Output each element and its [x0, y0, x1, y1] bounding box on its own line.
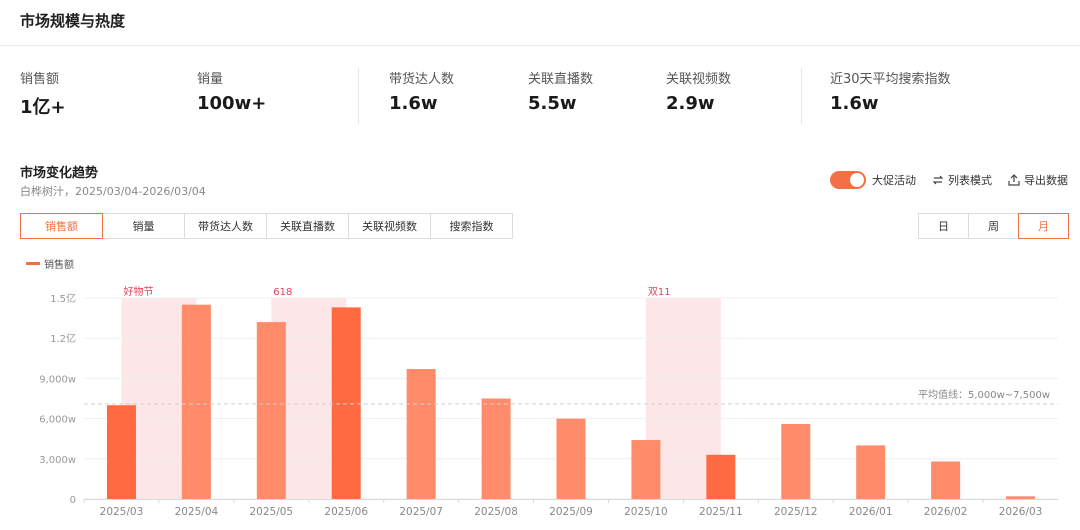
metric-search-index: 近30天平均搜索指数 1.6w: [830, 68, 951, 114]
metric-influencers: 带货达人数 1.6w: [389, 68, 454, 114]
tab-search-index[interactable]: 搜索指数: [430, 213, 513, 239]
bar: [781, 423, 811, 499]
bar: [856, 445, 886, 499]
metric-live-streams: 关联直播数 5.5w: [528, 68, 593, 114]
promo-toggle-label: 大促活动: [872, 174, 916, 187]
x-tick-label: 2026/02: [924, 506, 968, 518]
bar: [106, 405, 136, 499]
x-tick-label: 2025/09: [549, 506, 593, 518]
y-tick-label: 6,000w: [39, 415, 76, 426]
legend-label: 销售额: [44, 260, 74, 271]
promo-band-label: 618: [273, 287, 292, 298]
export-icon: [1008, 174, 1020, 186]
bar: [556, 418, 586, 499]
period-switcher: 日 周 月: [918, 213, 1069, 239]
metric-value: 1.6w: [389, 93, 438, 114]
x-tick-label: 2025/04: [175, 506, 219, 518]
metric-label: 销售额: [20, 72, 60, 87]
promo-band-label: 双11: [648, 286, 671, 298]
x-tick-label: 2025/08: [474, 506, 518, 518]
chart-toolbar: 大促活动 列表模式 导出数据: [830, 170, 1068, 190]
metric-tabs: 销售额 销量 带货达人数 关联直播数 关联视频数 搜索指数: [20, 213, 513, 239]
tab-sales-volume[interactable]: 销量: [102, 213, 185, 239]
trend-title: 市场变化趋势: [20, 166, 99, 181]
promo-toggle[interactable]: [830, 171, 866, 189]
export-button[interactable]: 导出数据: [1008, 172, 1068, 188]
sales-bar-chart: 好物节 618 双11 0 3,000w 6,000w 9,000w 1.2亿 1.5亿平均值线…: [39, 285, 1058, 518]
bar: [481, 398, 511, 499]
list-mode-button[interactable]: 列表模式: [932, 172, 992, 188]
divider: [358, 68, 359, 124]
y-tick-label: 1.2亿: [50, 332, 76, 345]
x-tick-label: 2025/03: [100, 506, 144, 518]
metric-value: 1.6w: [830, 93, 879, 114]
x-tick-label: 2025/12: [774, 506, 818, 518]
header: 市场规模与热度: [0, 0, 1080, 46]
tab-live-streams[interactable]: 关联直播数: [266, 213, 349, 239]
metric-value: 100w+: [197, 93, 267, 114]
metric-value: 5.5w: [528, 93, 577, 114]
y-tick-label: 3,000w: [39, 455, 76, 466]
metric-videos: 关联视频数 2.9w: [666, 68, 731, 114]
metric-value: 2.9w: [666, 93, 715, 114]
bar: [631, 440, 661, 499]
metric-label: 带货达人数: [389, 72, 455, 87]
tab-sales-amount[interactable]: 销售额: [20, 213, 103, 239]
bar: [406, 369, 436, 499]
bar: [256, 322, 286, 499]
metric-sales-volume: 销量 100w+: [197, 68, 266, 114]
period-day[interactable]: 日: [918, 213, 969, 239]
metric-sales-amount: 销售额 1亿+: [20, 68, 66, 119]
metric-value: 1亿+: [20, 97, 66, 118]
x-tick-label: 2025/05: [249, 506, 293, 518]
bar: [181, 304, 211, 499]
bar: [1006, 496, 1036, 499]
y-tick-label: 9,000w: [39, 374, 76, 385]
divider: [801, 68, 802, 124]
period-month[interactable]: 月: [1018, 213, 1069, 239]
metric-label: 近30天平均搜索指数: [830, 72, 951, 87]
x-tick-label: 2025/07: [399, 506, 443, 518]
page-title: 市场规模与热度: [20, 12, 126, 30]
promo-band-label: 好物节: [123, 285, 153, 298]
period-week[interactable]: 周: [968, 213, 1019, 239]
x-tick-label: 2026/01: [849, 506, 893, 518]
y-tick-label: 1.5亿: [50, 292, 76, 305]
y-tick-label: 0: [70, 495, 76, 506]
bar: [331, 307, 361, 499]
toggle-knob: [850, 173, 864, 187]
reference-line-label: 平均值线：5,000w~7,500w: [918, 388, 1050, 401]
metrics-row: 销售额 1亿+ 销量 100w+ 带货达人数 1.6w 关联直播数 5.5w 关…: [0, 68, 1080, 128]
x-tick-label: 2025/06: [324, 506, 368, 518]
export-label: 导出数据: [1024, 174, 1068, 187]
x-tick-label: 2026/03: [999, 506, 1043, 518]
bar: [706, 454, 736, 499]
legend-swatch: [26, 262, 40, 265]
trend-subtitle: 白桦树汁，2025/03/04-2026/03/04: [20, 185, 206, 198]
chart-legend[interactable]: 销售额: [26, 256, 74, 271]
tab-videos[interactable]: 关联视频数: [348, 213, 431, 239]
bar: [931, 461, 961, 499]
metric-label: 关联直播数: [528, 72, 594, 87]
swap-icon: [932, 175, 944, 185]
x-tick-label: 2025/10: [624, 506, 668, 518]
metric-label: 销量: [197, 72, 224, 87]
list-mode-label: 列表模式: [948, 174, 992, 187]
tab-influencers[interactable]: 带货达人数: [184, 213, 267, 239]
metric-label: 关联视频数: [666, 72, 732, 87]
x-tick-label: 2025/11: [699, 506, 743, 518]
